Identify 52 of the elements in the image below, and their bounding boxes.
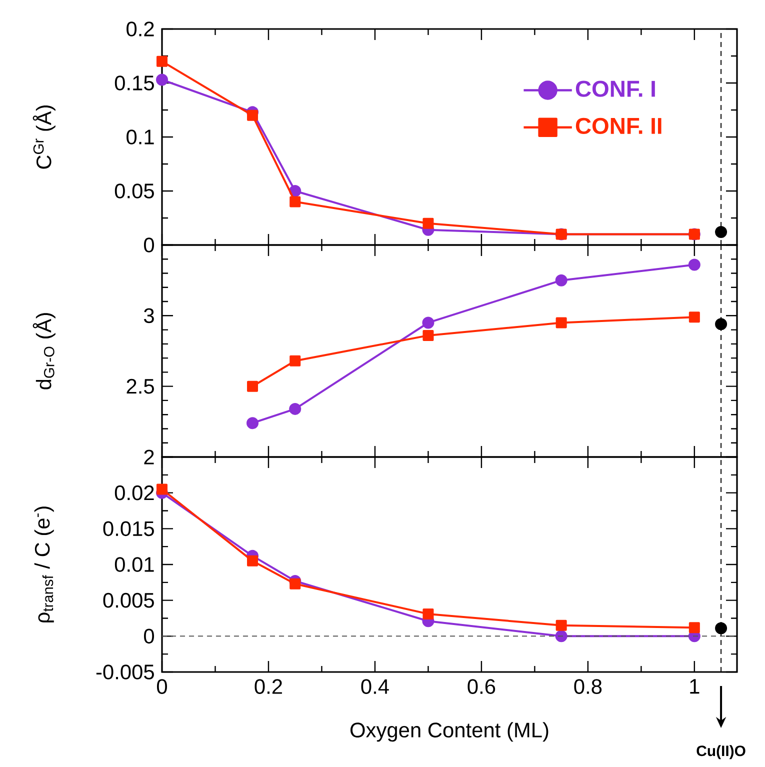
point: [247, 380, 258, 392]
point: [422, 330, 434, 341]
x-tick-label: 1: [690, 679, 700, 694]
point: [422, 218, 434, 229]
y-tick-label: 0.02: [114, 485, 154, 500]
y-tick-label: 0.005: [103, 592, 154, 608]
point: [688, 258, 700, 271]
point: [289, 402, 302, 415]
y-tick-label: 0.05: [114, 184, 154, 198]
y-tick-label: 0: [144, 238, 154, 252]
y-tick-label: 0.01: [114, 557, 154, 572]
point: [422, 608, 434, 620]
point: [246, 417, 259, 430]
point: [290, 578, 301, 590]
point: [422, 316, 434, 329]
point: [156, 484, 168, 495]
text: Cu(II)O: [696, 745, 746, 760]
point: [247, 555, 258, 566]
y-tick-label: 3: [144, 308, 154, 324]
x-axis-title: Oxygen Content (ML): [350, 722, 548, 742]
x-tick-label: 0.6: [468, 679, 496, 694]
y-tick-label: 0.2: [126, 22, 154, 36]
x-tick-label: 0: [156, 679, 167, 694]
point: [290, 355, 301, 366]
x-tick-label: 0.4: [361, 679, 389, 694]
point: [156, 56, 168, 67]
legend-label: CONF. II: [576, 118, 662, 134]
x-tick-label: 0.8: [574, 679, 602, 694]
point: [247, 110, 258, 121]
point: [556, 620, 567, 631]
point: [555, 630, 568, 642]
y-axis-title: C$^{Gr}$ (Å): [32, 106, 56, 169]
point: [688, 312, 700, 323]
y-tick-label: 2: [144, 450, 154, 464]
point: [688, 622, 700, 634]
point: [156, 74, 168, 86]
point: [715, 318, 728, 330]
point: [715, 226, 728, 238]
y-tick-label: 0.15: [114, 76, 154, 90]
y-axis-title: ρ$_{transf}$ / C (e$^{-}$): [34, 506, 54, 622]
y-tick-label: 0.1: [126, 130, 154, 144]
y-tick-label: 0.015: [103, 521, 154, 536]
y-tick-label: 2.5: [126, 378, 154, 394]
point: [556, 317, 567, 328]
point: [555, 274, 568, 286]
x-tick-label: 0.2: [254, 679, 282, 694]
y-tick-label: -0.005: [96, 664, 154, 680]
point: [290, 196, 301, 208]
legend-label: CONF. I: [576, 80, 655, 97]
point: [715, 622, 728, 634]
y-axis-title: d$_{Gr-O}$ (Å): [32, 313, 56, 390]
y-tick-label: 0: [144, 628, 154, 644]
